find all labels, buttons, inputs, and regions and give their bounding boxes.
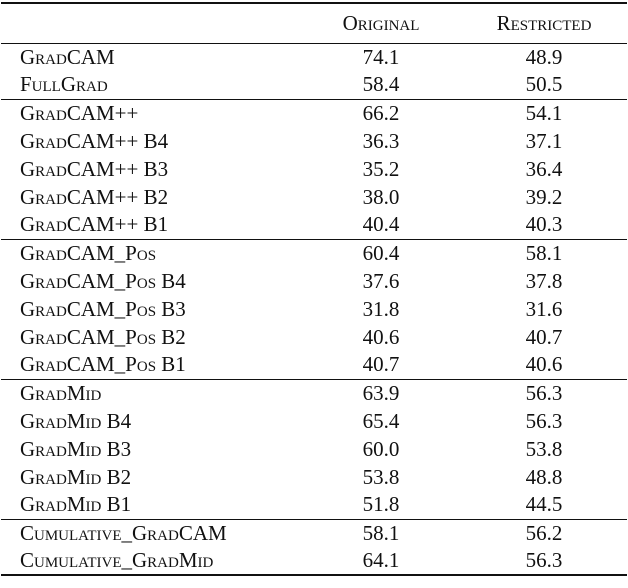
table-row: GradCAM++ B4 36.3 37.1: [1, 127, 627, 155]
score-cell: 40.7: [525, 324, 563, 349]
method-name: GradMid B2: [20, 464, 132, 489]
method-name: GradMid B1: [20, 492, 132, 517]
row-group: GradCAM++ 66.2 54.1 GradCAM++ B4 36.3 37.1 Gra…: [1, 99, 627, 239]
score-cell: 31.8: [362, 296, 400, 321]
table-row: GradCAM++ B2 38.0 39.2: [1, 183, 627, 211]
table-row: Cumulative_GradMid 64.1 56.3: [1, 547, 627, 575]
score-cell: 58.1: [362, 520, 400, 545]
score-cell: 37.8: [525, 268, 563, 293]
score-cell: 40.6: [525, 352, 563, 377]
table-row: GradCAM_Pos B4 37.6 37.8: [1, 267, 627, 295]
score-cell: 64.1: [362, 548, 400, 572]
score-cell: 51.8: [362, 492, 400, 517]
score-cell: 65.4: [362, 408, 400, 433]
score-cell: 53.8: [362, 464, 400, 489]
score-cell: 54.1: [525, 100, 563, 125]
score-cell: 60.4: [362, 240, 400, 265]
score-cell: 36.4: [525, 156, 563, 181]
method-name: GradCAM++: [20, 100, 139, 125]
method-name: GradCAM_Pos B1: [20, 352, 186, 377]
table-row: GradMid B1 51.8 44.5: [1, 491, 627, 519]
score-cell: 56.2: [525, 520, 563, 545]
method-name: GradCAM++ B1: [20, 212, 169, 237]
method-name: Cumulative_GradCAM: [20, 520, 227, 545]
method-name: GradMid: [20, 380, 102, 405]
score-cell: 39.2: [525, 184, 563, 209]
row-group: GradCAM 74.1 48.9 FullGrad 58.4 50.5: [1, 43, 627, 99]
score-cell: 48.8: [525, 464, 563, 489]
row-group: GradMid 63.9 56.3 GradMid B4 65.4 56.3 GradMid…: [1, 379, 627, 519]
score-cell: 35.2: [362, 156, 400, 181]
score-cell: 53.8: [525, 436, 563, 461]
method-name: GradCAM++ B2: [20, 184, 169, 209]
method-name: GradMid B4: [20, 408, 132, 433]
table-row: GradMid B2 53.8 48.8: [1, 463, 627, 491]
score-cell: 60.0: [362, 436, 400, 461]
table-row: GradCAM++ B1 40.4 40.3: [1, 211, 627, 239]
table-row: FullGrad 58.4 50.5: [1, 71, 627, 99]
score-cell: 36.3: [362, 128, 400, 153]
score-cell: 37.1: [525, 128, 563, 153]
table-row: GradCAM 74.1 48.9: [1, 43, 627, 71]
score-cell: 40.7: [362, 352, 400, 377]
method-name: GradMid B3: [20, 436, 132, 461]
score-cell: 37.6: [362, 268, 400, 293]
results-table: Original Restricted GradCAM 74.1 48.9 FullG…: [1, 2, 627, 576]
score-cell: 74.1: [362, 44, 400, 69]
table-row: GradCAM++ B3 35.2 36.4: [1, 155, 627, 183]
score-cell: 40.6: [362, 324, 400, 349]
method-name: GradCAM++ B3: [20, 156, 169, 181]
method-name: GradCAM_Pos B4: [20, 268, 186, 293]
score-cell: 56.3: [525, 548, 563, 572]
score-cell: 50.5: [525, 72, 563, 97]
header-blank: [1, 3, 301, 43]
score-cell: 31.6: [525, 296, 563, 321]
table-row: GradCAM_Pos B3 31.8 31.6: [1, 295, 627, 323]
row-group: GradCAM_Pos 60.4 58.1 GradCAM_Pos B4 37.6 37.…: [1, 239, 627, 379]
score-cell: 48.9: [525, 44, 563, 69]
method-name: GradCAM_Pos: [20, 240, 157, 265]
score-cell: 63.9: [362, 380, 400, 405]
table-row: GradCAM_Pos 60.4 58.1: [1, 239, 627, 267]
table-row: GradMid 63.9 56.3: [1, 379, 627, 407]
header-row: Original Restricted: [1, 3, 627, 43]
score-cell: 56.3: [525, 408, 563, 433]
column-header: Original: [342, 10, 420, 35]
method-name: FullGrad: [20, 72, 108, 97]
method-name: Cumulative_GradMid: [20, 548, 214, 572]
score-cell: 56.3: [525, 380, 563, 405]
method-name: GradCAM++ B4: [20, 128, 169, 153]
score-cell: 66.2: [362, 100, 400, 125]
table-row: GradMid B4 65.4 56.3: [1, 407, 627, 435]
table-row: GradCAM_Pos B1 40.7 40.6: [1, 351, 627, 379]
table-header: Original Restricted: [1, 3, 627, 43]
score-cell: 38.0: [362, 184, 400, 209]
column-header: Restricted: [496, 10, 592, 35]
score-cell: 44.5: [525, 492, 563, 517]
method-name: GradCAM_Pos B2: [20, 324, 186, 349]
score-cell: 58.1: [525, 240, 563, 265]
table-row: GradCAM_Pos B2 40.6 40.7: [1, 323, 627, 351]
row-group: Cumulative_GradCAM 58.1 56.2 Cumulative_Gra…: [1, 519, 627, 575]
method-name: GradCAM: [20, 44, 115, 69]
score-cell: 58.4: [362, 72, 400, 97]
score-cell: 40.3: [525, 212, 563, 237]
table-row: Cumulative_GradCAM 58.1 56.2: [1, 519, 627, 547]
method-name: GradCAM_Pos B3: [20, 296, 186, 321]
table-row: GradCAM++ 66.2 54.1: [1, 99, 627, 127]
table-row: GradMid B3 60.0 53.8: [1, 435, 627, 463]
score-cell: 40.4: [362, 212, 400, 237]
